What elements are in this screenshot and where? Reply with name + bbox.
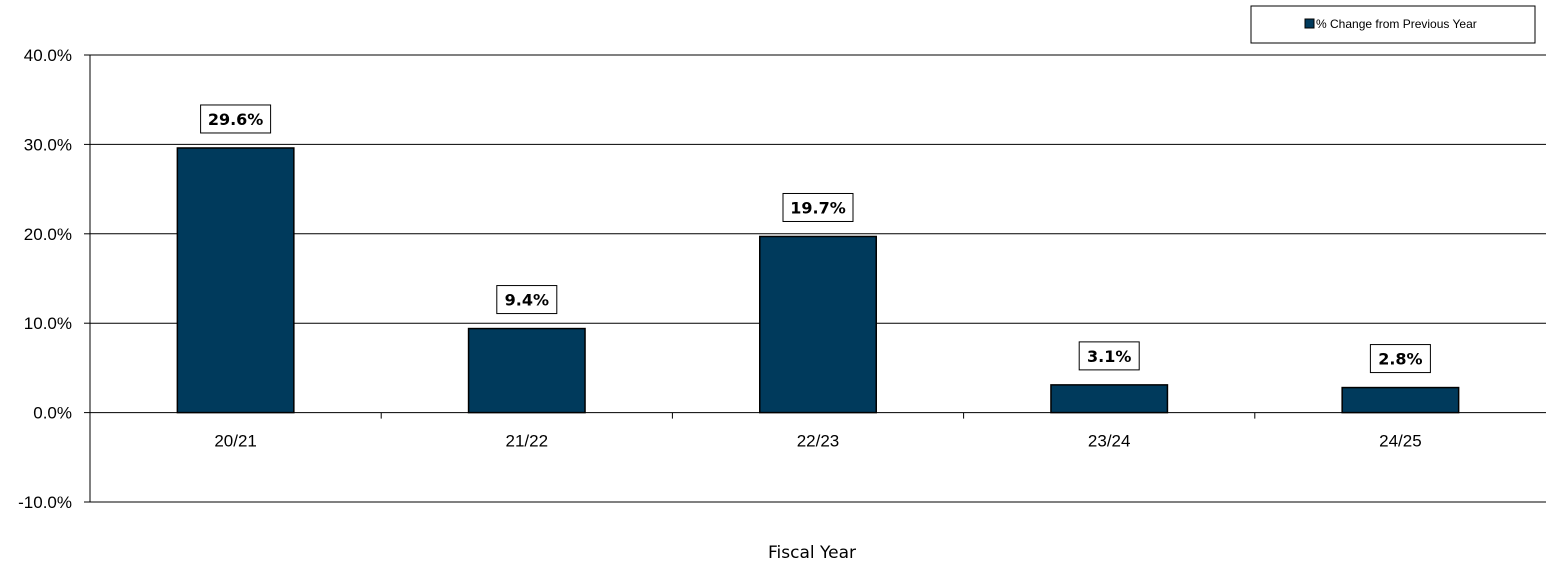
y-tick-label: 30.0% (24, 135, 72, 154)
bar-20-21 (176, 147, 295, 414)
data-labels: 29.6% 9.4% 19.7% 3.1% 2.8% (200, 104, 1431, 374)
data-label-text: 2.8% (1378, 350, 1422, 369)
y-tick-label: 0.0% (33, 404, 72, 423)
y-tick-label: 40.0% (24, 46, 72, 65)
bar-24-25 (1341, 386, 1460, 414)
data-label: 19.7% (782, 192, 854, 222)
bar-21-22 (467, 327, 586, 414)
x-tick-label: 23/24 (1088, 432, 1131, 451)
data-label-box (1369, 344, 1431, 374)
bar-22-23 (759, 235, 877, 414)
legend-label: % Change from Previous Year (1316, 17, 1477, 31)
x-axis-title: Fiscal Year (768, 543, 856, 563)
data-label-box (782, 192, 854, 222)
data-label-box (496, 285, 558, 315)
data-label: 2.8% (1369, 344, 1431, 374)
y-axis-ticks: 40.0% 30.0% 20.0% 10.0% 0.0% -10.0% (18, 46, 90, 512)
x-tick-label: 20/21 (214, 432, 257, 451)
x-axis-ticks: 20/21 21/22 22/23 23/24 24/25 (214, 412, 1422, 451)
data-label-box (1078, 341, 1140, 371)
bars (176, 147, 1460, 414)
data-label-box (200, 104, 272, 134)
y-tick-label: 10.0% (24, 314, 72, 333)
data-label-text: 9.4% (505, 291, 549, 310)
data-label: 29.6% (200, 104, 272, 134)
data-label-text: 19.7% (790, 198, 846, 217)
x-tick-label: 22/23 (797, 432, 840, 451)
y-tick-label: -10.0% (18, 493, 72, 512)
data-label: 3.1% (1078, 341, 1140, 371)
data-label-text: 29.6% (208, 110, 264, 129)
x-tick-label: 24/25 (1379, 432, 1422, 451)
legend-box (1250, 5, 1536, 44)
y-tick-label: 20.0% (24, 225, 72, 244)
gridlines (90, 54, 1546, 503)
x-tick-label: 21/22 (506, 432, 549, 451)
legend: % Change from Previous Year (1250, 5, 1536, 44)
data-label-text: 3.1% (1087, 347, 1131, 366)
data-label: 9.4% (496, 285, 558, 315)
bar-23-24 (1050, 384, 1169, 414)
legend-swatch (1304, 18, 1315, 29)
